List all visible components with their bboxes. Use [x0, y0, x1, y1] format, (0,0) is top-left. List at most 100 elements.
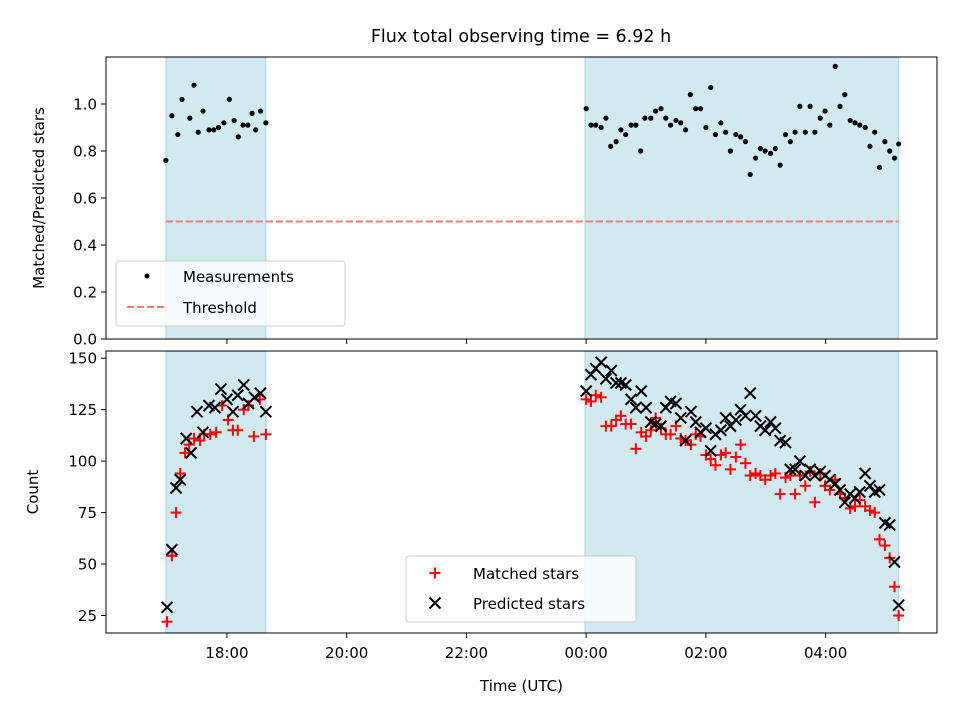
measurement-point	[191, 82, 197, 88]
measurement-point	[653, 108, 659, 114]
measurement-point	[891, 155, 898, 161]
measurement-point	[876, 164, 883, 171]
predicted-star-point	[579, 384, 593, 398]
predicted-star-point	[226, 405, 240, 418]
matched-star-point	[242, 400, 254, 412]
cross-stroke	[202, 399, 216, 412]
count-legend: Matched stars Predicted stars	[405, 555, 637, 623]
predicted-star-points	[160, 356, 905, 614]
cross-stroke	[739, 409, 752, 423]
measurement-point	[797, 103, 803, 109]
matched-star-point	[888, 581, 900, 593]
predicted-star-point	[619, 378, 632, 392]
matched-star-point	[605, 420, 617, 432]
measurement-point	[673, 117, 679, 124]
measurement-point	[175, 131, 181, 138]
cross-stroke	[714, 424, 728, 437]
measurement-point	[867, 143, 873, 149]
predicted-star-point	[769, 421, 782, 435]
time-x-axis-label: Time (UTC)	[479, 677, 563, 695]
cross-stroke	[180, 432, 193, 445]
cross-stroke	[664, 395, 677, 408]
measurement-point	[738, 134, 744, 140]
observing-window-band	[584, 57, 899, 339]
legend-cross-glyph	[428, 596, 442, 610]
matched-star-point	[715, 449, 727, 461]
cross-stroke	[888, 555, 901, 569]
predicted-star-point	[254, 386, 267, 400]
measurement-point	[206, 127, 212, 133]
predicted-star-point	[699, 421, 713, 435]
cross-stroke	[689, 415, 702, 429]
measurement-point	[708, 84, 714, 91]
cross-stroke	[892, 599, 905, 612]
measurement-point	[752, 155, 759, 161]
measurement-point	[678, 120, 684, 126]
measurement-point	[638, 148, 644, 154]
predicted-star-point	[190, 405, 204, 418]
measurement-point	[613, 139, 619, 145]
predicted-star-point	[654, 419, 668, 433]
cross-stroke	[629, 401, 643, 414]
measurement-point	[633, 122, 639, 128]
cross-stroke	[833, 483, 847, 497]
measurement-point	[822, 108, 828, 114]
ratio-y-ticks: 0.0 0.2 0.4 0.6 0.8 1.0	[73, 96, 106, 349]
measurement-point	[832, 63, 838, 69]
cross-stroke	[749, 409, 762, 423]
ratio-x-ticks	[226, 339, 827, 344]
y-tick-label: 150	[68, 350, 97, 368]
matched-star-point	[705, 453, 717, 465]
measurement-point	[648, 115, 654, 121]
cross-stroke	[684, 405, 698, 418]
predicted-star-point	[165, 543, 179, 556]
cross-stroke	[639, 401, 653, 414]
cross-stroke	[883, 518, 896, 532]
predicted-star-point	[743, 386, 757, 400]
predicted-star-point	[248, 391, 261, 404]
matched-star-point	[724, 463, 736, 475]
predicted-star-point	[605, 364, 618, 377]
matched-star-point	[844, 502, 856, 514]
measurement-point	[727, 148, 734, 154]
cross-stroke	[190, 405, 204, 418]
count-legend-box	[405, 555, 637, 623]
matched-star-point	[799, 480, 811, 492]
measurement-point	[817, 115, 823, 121]
cross-stroke	[674, 411, 687, 425]
predicted-star-point	[749, 409, 762, 423]
cross-stroke	[635, 384, 648, 398]
measurement-points	[163, 63, 902, 178]
matched-star-point	[893, 610, 905, 622]
cross-stroke	[196, 426, 210, 439]
measurement-point	[618, 127, 624, 133]
matched-star-point	[774, 488, 786, 500]
measurement-point	[226, 96, 232, 102]
threshold-legend-label: Threshold	[182, 299, 257, 317]
predicted-stars-legend-marker	[428, 596, 442, 610]
ratio-legend: Measurements Threshold	[115, 260, 346, 327]
cross-stroke	[248, 391, 261, 404]
cross-stroke	[614, 376, 628, 390]
predicted-star-point	[888, 555, 901, 569]
predicted-star-point	[220, 393, 234, 406]
cross-stroke	[649, 417, 662, 431]
legend-plus-glyph	[429, 567, 441, 579]
cross-stroke	[779, 436, 792, 449]
measurement-point	[179, 96, 185, 102]
ratio-panel: 0.0 0.2 0.4 0.6 0.8 1.0 Matched/Predicted sta…	[30, 56, 938, 349]
measurement-point	[687, 92, 693, 98]
measurement-point	[733, 131, 739, 138]
cross-stroke	[237, 378, 250, 392]
matched-star-point	[709, 459, 721, 471]
cross-stroke	[220, 393, 234, 406]
observing-windows	[165, 57, 900, 339]
cross-stroke	[743, 386, 757, 400]
matched-star-point	[204, 428, 216, 440]
cross-stroke	[226, 405, 240, 418]
matched-star-point	[260, 428, 272, 440]
x-tick-label: 18:00	[205, 644, 248, 662]
measurement-point	[642, 115, 648, 121]
predicted-star-point	[669, 397, 683, 410]
matched-star-point	[625, 418, 637, 430]
